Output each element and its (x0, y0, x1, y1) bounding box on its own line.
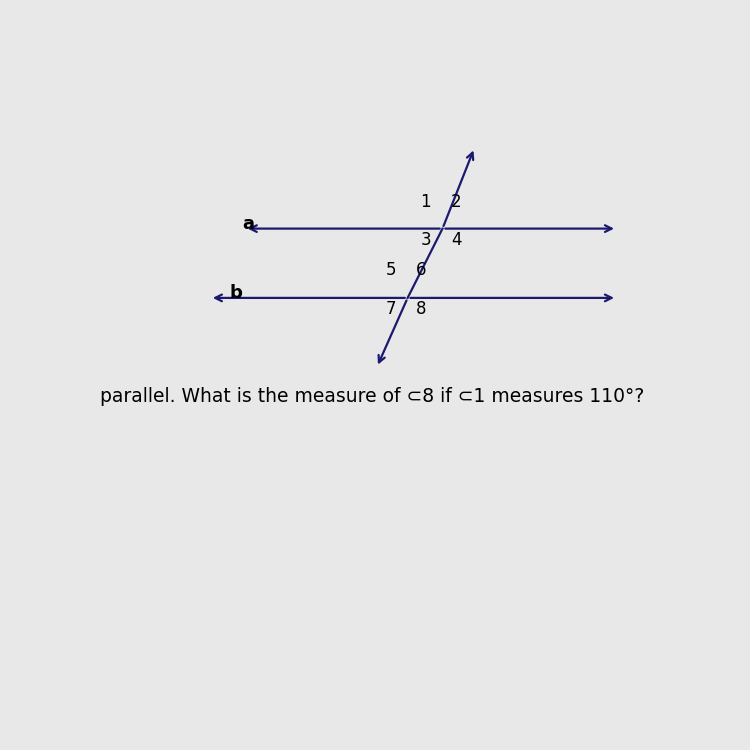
Text: 8: 8 (416, 300, 427, 318)
Text: 6: 6 (416, 262, 427, 280)
Text: 5: 5 (386, 262, 396, 280)
Text: 4: 4 (452, 232, 462, 250)
Text: 7: 7 (386, 300, 396, 318)
Text: b: b (230, 284, 242, 302)
Text: 1: 1 (420, 194, 430, 211)
Text: 3: 3 (420, 232, 430, 250)
Text: a: a (242, 215, 254, 233)
Text: 2: 2 (452, 194, 462, 211)
Text: parallel. What is the measure of ⊂8 if ⊂1 measures 110°?: parallel. What is the measure of ⊂8 if ⊂… (100, 386, 644, 406)
